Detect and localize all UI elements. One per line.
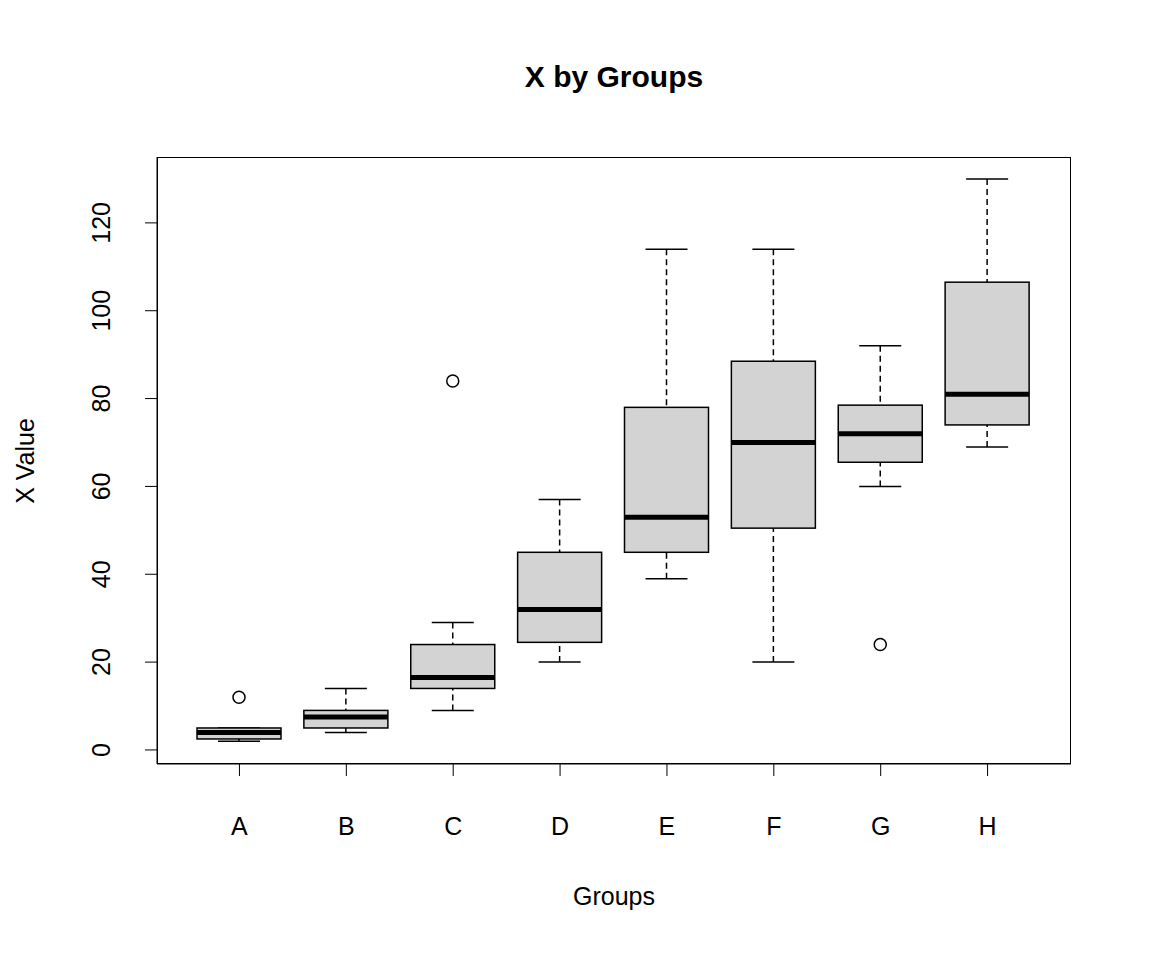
svg-text:B: B xyxy=(338,812,355,840)
svg-text:40: 40 xyxy=(87,560,115,588)
svg-text:H: H xyxy=(979,812,997,840)
svg-text:60: 60 xyxy=(87,473,115,501)
svg-text:G: G xyxy=(871,812,890,840)
svg-text:D: D xyxy=(551,812,569,840)
svg-text:E: E xyxy=(659,812,676,840)
svg-text:0: 0 xyxy=(87,743,115,757)
html-text:X by Groups: X by Groups xyxy=(524,60,704,93)
html-text:X Value: X Value xyxy=(10,417,39,504)
svg-text:A: A xyxy=(231,812,248,840)
svg-text:20: 20 xyxy=(87,648,115,676)
html-text:Groups: Groups xyxy=(573,882,655,910)
svg-text:C: C xyxy=(444,812,462,840)
svg-text:100: 100 xyxy=(87,290,115,332)
svg-text:120: 120 xyxy=(87,202,115,244)
svg-text:F: F xyxy=(766,812,781,840)
svg-text:80: 80 xyxy=(87,385,115,413)
